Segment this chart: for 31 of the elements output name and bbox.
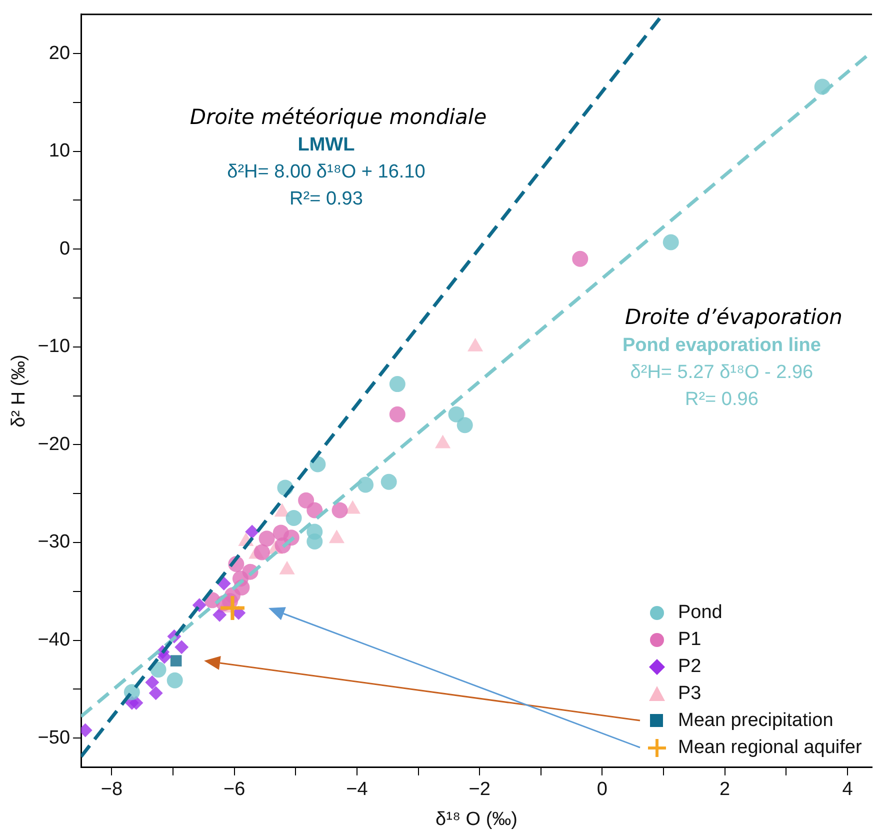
y-tick-label: −50	[38, 727, 70, 748]
x-tick-label: 0	[596, 779, 608, 800]
annotation: R²= 0.93	[290, 188, 363, 210]
legend-label: Mean precipitation	[678, 709, 834, 734]
annotation: LMWL	[298, 134, 356, 156]
y-tick-label: −40	[38, 630, 70, 651]
legend-label: P2	[678, 655, 702, 680]
annotation: δ²H= 8.00 δ¹⁸O + 16.10	[227, 162, 426, 183]
x-tick-label: −8	[100, 779, 123, 800]
y-tick-label: 0	[59, 238, 70, 260]
x-tick-label: −2	[468, 779, 490, 800]
x-tick-label: −6	[223, 779, 246, 800]
annotation: δ²H= 5.27 δ¹⁸O - 2.96	[630, 362, 814, 383]
y-tick-label: 20	[48, 42, 70, 64]
y-tick-label: 10	[48, 140, 70, 162]
legend-label: Mean regional aquifer	[678, 736, 862, 760]
annotation: Droite météorique mondiale	[190, 104, 487, 129]
legend-label: Pond	[678, 601, 722, 626]
annotation: R²= 0.96	[685, 388, 758, 410]
x-axis-title: δ¹⁸ O (‰)	[436, 808, 518, 830]
y-tick-label: −10	[38, 336, 70, 358]
x-tick-label: 2	[720, 779, 730, 800]
annotation: Droite d’évaporation	[624, 305, 842, 330]
annotation: Pond evaporation line	[622, 334, 821, 356]
x-tick-label: 4	[842, 779, 854, 800]
y-tick-label: −20	[38, 434, 70, 455]
y-tick-label: −30	[38, 532, 70, 553]
y-axis-title: δ² H (‰)	[8, 354, 30, 428]
legend-label: P3	[678, 682, 702, 706]
legend-label: P1	[678, 628, 702, 652]
x-tick-label: −4	[346, 779, 368, 800]
